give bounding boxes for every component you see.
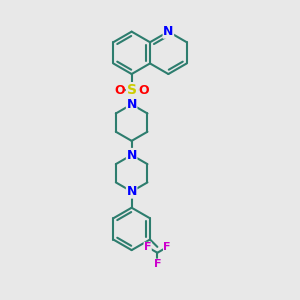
Text: N: N: [163, 25, 173, 38]
Text: F: F: [154, 259, 161, 269]
Text: S: S: [127, 83, 136, 97]
Text: N: N: [127, 98, 137, 111]
Text: N: N: [127, 185, 137, 198]
Text: O: O: [139, 84, 149, 97]
Text: O: O: [114, 84, 124, 97]
Text: F: F: [163, 242, 171, 252]
Text: N: N: [127, 148, 137, 161]
Text: F: F: [144, 242, 152, 252]
